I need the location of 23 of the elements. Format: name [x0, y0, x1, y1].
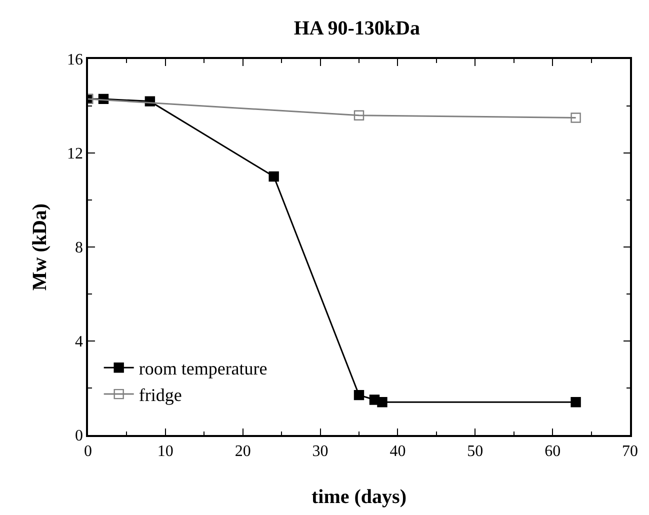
- y-axis-title: Mw (kDa): [29, 203, 52, 291]
- point: [377, 397, 388, 408]
- x-tick-label: 60: [544, 442, 561, 460]
- legend-label: fridge: [138, 385, 182, 406]
- point: [570, 397, 581, 408]
- y-tick-label: 16: [67, 52, 84, 69]
- x-tick-label: 10: [157, 442, 174, 460]
- x-tick-label: 30: [312, 442, 328, 460]
- point: [268, 171, 279, 182]
- y-tick-label: 0: [75, 428, 84, 445]
- x-axis-title: time (days): [312, 486, 406, 508]
- point: [354, 390, 364, 400]
- point: [570, 112, 581, 123]
- y-tick-label: 8: [75, 240, 84, 257]
- x-tick-label: 40: [390, 442, 406, 460]
- y-tick-label: 4: [75, 334, 84, 351]
- y-tick-label: 12: [67, 146, 84, 163]
- x-tick-label: 50: [467, 442, 484, 460]
- point: [354, 110, 364, 120]
- legend-label: room temperature: [138, 358, 268, 379]
- x-tick-label: 70: [622, 442, 638, 460]
- chart-title: HA 90-130kDa: [294, 18, 420, 40]
- x-tick-label: 20: [234, 442, 251, 460]
